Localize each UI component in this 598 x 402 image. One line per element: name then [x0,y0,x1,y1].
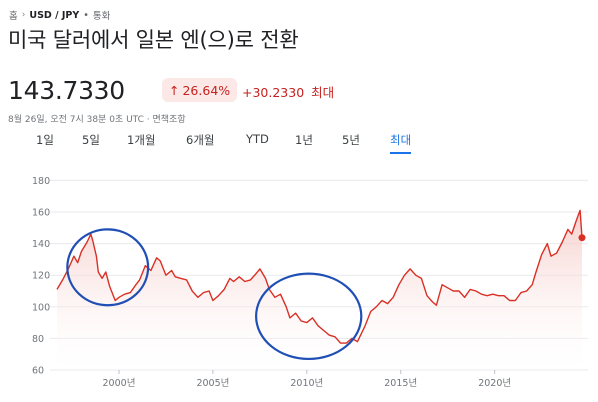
annotation-circle [66,228,150,307]
tab-1d[interactable]: 1일 [36,133,54,147]
breadcrumb: 홈 › USD / JPY • 통화 [9,8,111,23]
x-tick-label: 2000년 [103,378,136,389]
breadcrumb-home[interactable]: 홈 [9,11,18,22]
y-tick-label: 80 [32,334,44,345]
breadcrumb-pair: USD / JPY [29,9,80,21]
change-period: 최대 [311,85,335,100]
price-line [56,209,583,344]
y-tick-label: 60 [32,366,44,377]
x-tick-label: 2020년 [478,378,511,389]
tab-1y[interactable]: 1년 [295,133,313,147]
tab-5d[interactable]: 5일 [82,133,100,147]
breadcrumb-separator: • [83,9,89,21]
tab-6m[interactable]: 6개월 [186,133,215,147]
page-title: 미국 달러에서 일본 엔(으)로 전환 [8,28,299,52]
absolute-change-value: +30.2330 [242,85,305,100]
annotation-circle [255,272,363,361]
timestamp: 8월 26일, 오전 7시 38분 0초 UTC · 면책조항 [8,115,186,125]
range-tabs: 1일 5일 1개월 6개월 YTD 1년 5년 최대 [0,132,598,154]
arrow-up-icon: ↑ [169,82,180,98]
y-tick-label: 120 [32,271,50,282]
chevron-right-icon: › [21,10,26,20]
tab-1m[interactable]: 1개월 [127,133,156,147]
tab-ytd[interactable]: YTD [246,132,269,146]
price-area [57,210,582,370]
x-tick-label: 2010년 [290,378,323,389]
x-tick-label: 2005년 [196,378,229,389]
absolute-change: +30.2330 최대 [242,82,334,101]
y-tick-label: 140 [32,239,50,250]
y-tick-label: 160 [32,208,50,219]
current-price: 143.7330 [8,76,125,105]
breadcrumb-category[interactable]: 통화 [92,11,111,22]
tab-5y[interactable]: 5년 [342,133,360,147]
current-price-dot [578,234,586,242]
y-tick-label: 180 [32,176,50,187]
y-tick-label: 100 [32,302,50,313]
percent-change-value: 26.64% [182,82,231,98]
x-tick-label: 2015년 [384,378,417,389]
percent-change-badge: ↑ 26.64% [162,78,238,102]
tab-max[interactable]: 최대 [390,132,412,154]
